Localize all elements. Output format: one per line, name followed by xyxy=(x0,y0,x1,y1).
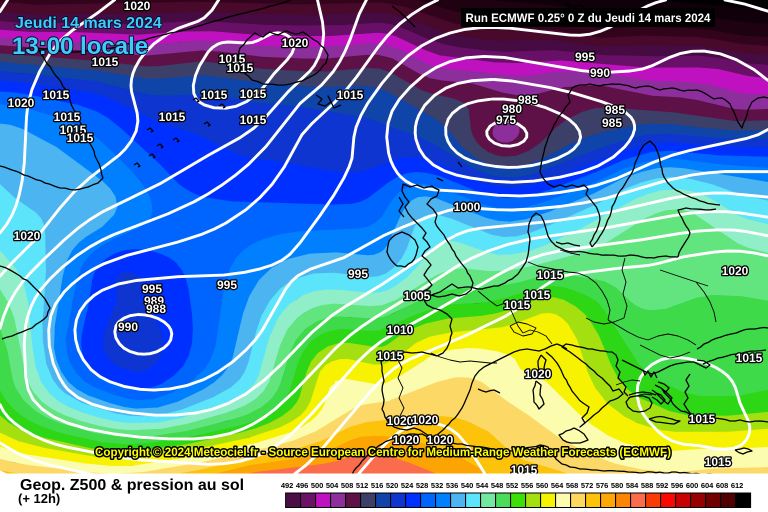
svg-text:584: 584 xyxy=(626,481,639,490)
svg-text:1020: 1020 xyxy=(722,264,749,278)
svg-text:(+ 12h): (+ 12h) xyxy=(18,491,60,506)
svg-text:1015: 1015 xyxy=(240,87,267,101)
svg-text:604: 604 xyxy=(701,481,714,490)
svg-text:1015: 1015 xyxy=(524,288,551,302)
svg-text:540: 540 xyxy=(461,481,474,490)
svg-text:995: 995 xyxy=(217,278,237,292)
svg-text:995: 995 xyxy=(348,267,368,281)
svg-text:985: 985 xyxy=(605,103,625,117)
svg-text:1015: 1015 xyxy=(705,455,732,469)
svg-text:1015: 1015 xyxy=(736,351,763,365)
svg-text:1020: 1020 xyxy=(525,367,552,381)
svg-text:548: 548 xyxy=(491,481,504,490)
svg-text:1010: 1010 xyxy=(387,323,414,337)
svg-text:990: 990 xyxy=(118,320,138,334)
svg-text:1015: 1015 xyxy=(201,88,228,102)
svg-text:1020: 1020 xyxy=(393,433,420,447)
svg-text:1020: 1020 xyxy=(124,0,151,13)
svg-text:1015: 1015 xyxy=(240,113,267,127)
svg-text:Run ECMWF 0.25° 0 Z du Jeudi 1: Run ECMWF 0.25° 0 Z du Jeudi 14 mars 202… xyxy=(466,13,712,25)
svg-text:Jeudi 14 mars 2024: Jeudi 14 mars 2024 xyxy=(15,15,162,32)
svg-text:Copyright © 2024 Meteociel.fr: Copyright © 2024 Meteociel.fr - Source E… xyxy=(95,446,671,459)
svg-text:1020: 1020 xyxy=(427,433,454,447)
svg-text:1015: 1015 xyxy=(511,463,538,477)
svg-text:524: 524 xyxy=(401,481,414,490)
svg-text:1015: 1015 xyxy=(159,110,186,124)
svg-text:504: 504 xyxy=(326,481,339,490)
svg-text:1020: 1020 xyxy=(14,229,41,243)
svg-text:1020: 1020 xyxy=(412,413,439,427)
svg-text:1015: 1015 xyxy=(689,412,716,426)
svg-text:576: 576 xyxy=(596,481,609,490)
svg-text:496: 496 xyxy=(296,481,309,490)
svg-text:556: 556 xyxy=(521,481,534,490)
svg-text:1015: 1015 xyxy=(219,52,246,66)
svg-text:1020: 1020 xyxy=(387,414,414,428)
svg-text:1020: 1020 xyxy=(8,96,35,110)
svg-text:500: 500 xyxy=(311,481,324,490)
svg-text:13:00 locale: 13:00 locale xyxy=(12,33,148,60)
svg-text:995: 995 xyxy=(142,282,162,296)
svg-text:560: 560 xyxy=(536,481,549,490)
svg-text:516: 516 xyxy=(371,481,384,490)
svg-text:600: 600 xyxy=(686,481,699,490)
svg-text:492: 492 xyxy=(281,481,294,490)
svg-text:988: 988 xyxy=(146,302,166,316)
svg-text:980: 980 xyxy=(502,102,522,116)
svg-text:536: 536 xyxy=(446,481,459,490)
svg-text:552: 552 xyxy=(506,481,519,490)
svg-text:1015: 1015 xyxy=(92,55,119,69)
svg-text:580: 580 xyxy=(611,481,624,490)
svg-text:1015: 1015 xyxy=(67,131,94,145)
svg-text:544: 544 xyxy=(476,481,489,490)
svg-text:1015: 1015 xyxy=(43,88,70,102)
svg-text:564: 564 xyxy=(551,481,564,490)
svg-text:985: 985 xyxy=(518,93,538,107)
svg-text:995: 995 xyxy=(575,50,595,64)
svg-text:596: 596 xyxy=(671,481,684,490)
svg-text:1015: 1015 xyxy=(337,88,364,102)
svg-text:990: 990 xyxy=(590,66,610,80)
svg-text:1000: 1000 xyxy=(454,200,481,214)
svg-text:1015: 1015 xyxy=(377,349,404,363)
svg-text:Geop. Z500 & pression au sol: Geop. Z500 & pression au sol xyxy=(20,477,244,494)
svg-text:512: 512 xyxy=(356,481,369,490)
svg-text:568: 568 xyxy=(566,481,579,490)
svg-text:528: 528 xyxy=(416,481,429,490)
svg-text:588: 588 xyxy=(641,481,654,490)
svg-text:592: 592 xyxy=(656,481,669,490)
svg-text:975: 975 xyxy=(496,113,516,127)
svg-text:532: 532 xyxy=(431,481,444,490)
svg-text:1020: 1020 xyxy=(282,36,309,50)
svg-text:1015: 1015 xyxy=(227,61,254,75)
svg-text:508: 508 xyxy=(341,481,354,490)
svg-text:520: 520 xyxy=(386,481,399,490)
svg-text:1015: 1015 xyxy=(60,123,87,137)
svg-text:989: 989 xyxy=(144,294,164,308)
svg-text:1015: 1015 xyxy=(504,298,531,312)
svg-text:572: 572 xyxy=(581,481,594,490)
svg-text:1015: 1015 xyxy=(54,110,81,124)
svg-text:985: 985 xyxy=(602,116,622,130)
svg-text:1005: 1005 xyxy=(404,289,431,303)
svg-text:608: 608 xyxy=(716,481,729,490)
svg-text:1015: 1015 xyxy=(537,268,564,282)
svg-text:612: 612 xyxy=(731,481,744,490)
